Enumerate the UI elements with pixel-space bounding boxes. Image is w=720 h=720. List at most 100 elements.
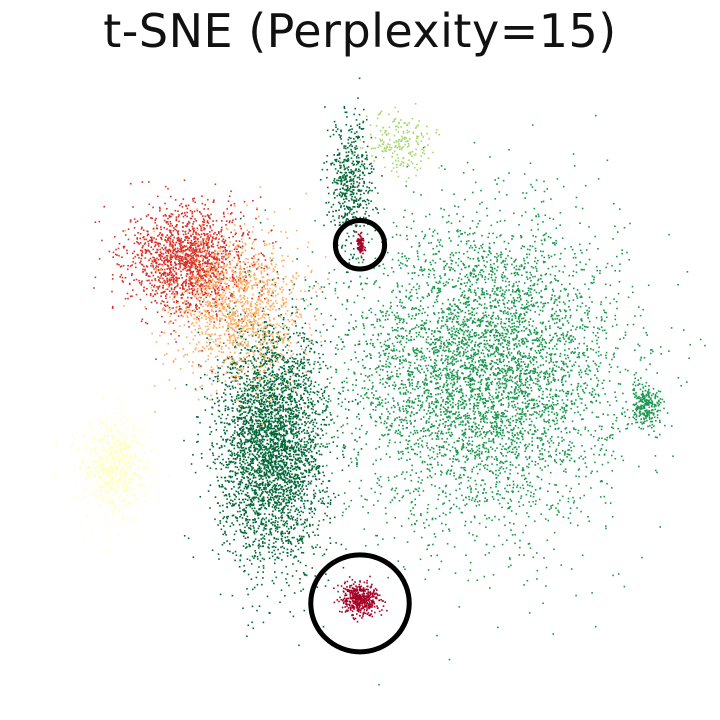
scatter-point — [590, 378, 592, 380]
scatter-point — [526, 369, 528, 371]
scatter-point — [478, 455, 480, 457]
scatter-point — [561, 399, 564, 401]
scatter-point — [552, 367, 554, 370]
scatter-point — [514, 337, 517, 340]
scatter-point — [407, 352, 410, 355]
scatter-point — [600, 301, 603, 303]
scatter-point — [391, 236, 394, 238]
scatter-point — [521, 390, 524, 392]
scatter-point — [649, 363, 651, 365]
scatter-point — [612, 354, 615, 356]
scatter-point — [449, 508, 452, 510]
scatter-point — [453, 455, 455, 457]
scatter-point — [448, 308, 450, 311]
scatter-point — [417, 397, 420, 400]
scatter-point — [574, 338, 576, 340]
scatter-point — [530, 333, 532, 335]
scatter-point — [450, 266, 453, 269]
scatter-point — [496, 258, 499, 261]
scatter-point — [460, 389, 463, 391]
scatter-point — [398, 500, 401, 502]
scatter-point — [473, 321, 476, 324]
scatter-point — [525, 379, 527, 381]
scatter-point — [356, 294, 359, 297]
scatter-point — [447, 359, 449, 361]
scatter-point — [542, 321, 544, 324]
scatter-point — [510, 352, 513, 354]
scatter-point — [579, 222, 581, 224]
scatter-point — [580, 249, 582, 252]
scatter-point — [402, 383, 404, 386]
scatter-point — [451, 341, 453, 343]
scatter-point — [511, 369, 514, 372]
scatter-point — [432, 341, 434, 344]
scatter-point — [450, 336, 453, 338]
scatter-point — [485, 526, 487, 528]
scatter-point — [555, 299, 558, 301]
scatter-point — [463, 316, 466, 318]
scatter-point — [479, 271, 481, 274]
scatter-point — [566, 456, 568, 458]
scatter-point — [474, 516, 476, 519]
scatter-point — [536, 380, 539, 383]
scatter-point — [368, 375, 371, 377]
scatter-point — [498, 413, 500, 416]
scatter-point — [527, 363, 530, 366]
scatter-point — [520, 378, 523, 381]
scatter-point — [523, 267, 525, 269]
scatter-point — [384, 354, 386, 357]
scatter-point — [440, 345, 442, 347]
scatter-point — [271, 352, 274, 355]
scatter-point — [430, 343, 433, 345]
scatter-point — [435, 405, 437, 408]
scatter-point — [424, 260, 427, 263]
scatter-point — [364, 366, 367, 369]
scatter-point — [527, 431, 529, 433]
scatter-point — [566, 393, 569, 395]
scatter-point — [479, 359, 482, 361]
scatter-point — [446, 345, 449, 348]
scatter-point — [435, 401, 438, 404]
scatter-point — [378, 356, 381, 358]
scatter-point — [439, 336, 442, 338]
scatter-point — [469, 257, 472, 260]
scatter-point — [498, 481, 501, 483]
scatter-point — [364, 282, 367, 285]
scatter-point — [522, 467, 524, 469]
scatter-point — [465, 423, 467, 425]
scatter-point — [568, 453, 570, 456]
scatter-point — [418, 409, 421, 411]
scatter-point — [585, 326, 587, 328]
scatter-point — [443, 441, 446, 443]
scatter-point — [379, 492, 382, 495]
scatter-point — [539, 450, 541, 452]
scatter-point — [470, 436, 473, 439]
scatter-point — [550, 456, 552, 458]
scatter-point — [619, 263, 621, 265]
scatter-point — [619, 430, 621, 433]
scatter-point — [602, 329, 604, 332]
scatter-point — [425, 338, 428, 341]
scatter-point — [529, 245, 531, 247]
scatter-point — [477, 349, 479, 351]
scatter-point — [375, 390, 377, 392]
scatter-point — [502, 397, 504, 400]
scatter-point — [386, 521, 388, 524]
scatter-point — [537, 345, 540, 348]
scatter-point — [492, 426, 494, 429]
scatter-point — [406, 226, 408, 228]
scatter-point — [402, 408, 404, 410]
scatter-point — [427, 447, 429, 449]
scatter-point — [303, 463, 306, 465]
scatter-point — [617, 573, 620, 575]
scatter-point — [519, 486, 522, 489]
scatter-point — [449, 268, 452, 271]
scatter-point — [430, 263, 432, 266]
scatter-point — [385, 453, 388, 455]
scatter-point — [516, 442, 518, 444]
scatter-point — [457, 377, 459, 380]
scatter-point — [271, 369, 274, 372]
scatter-point — [455, 330, 457, 333]
scatter-point — [408, 406, 411, 409]
scatter-point — [499, 433, 502, 435]
